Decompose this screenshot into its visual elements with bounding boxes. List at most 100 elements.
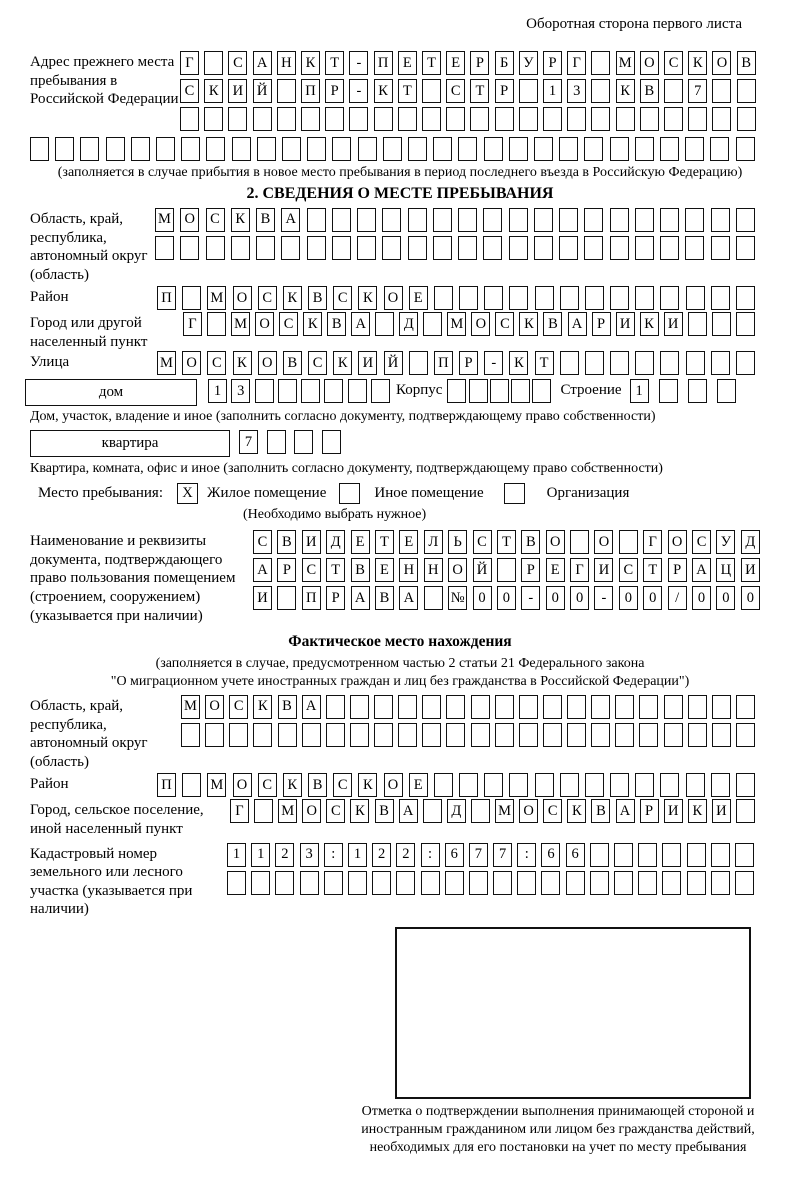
char-box[interactable] [357,137,377,161]
char-box[interactable]: А [253,558,272,583]
char-box[interactable] [325,694,345,719]
char-box[interactable]: - [594,586,614,611]
char-box[interactable]: О [667,530,687,555]
char-box[interactable] [518,79,538,103]
char-box[interactable] [663,694,683,719]
char-box[interactable]: В [736,51,756,75]
char-box[interactable]: К [230,207,250,232]
char-box[interactable]: С [205,207,225,232]
char-box[interactable]: Р [639,799,659,824]
char-box[interactable] [542,694,562,719]
char-box[interactable] [182,773,202,798]
char-box[interactable]: К [282,286,302,311]
char-box[interactable]: Т [534,351,554,376]
char-box[interactable]: А [350,586,370,611]
char-box[interactable]: М [155,207,174,232]
char-box[interactable]: К [303,312,323,337]
char-box[interactable] [494,694,514,719]
char-box[interactable]: К [519,312,539,337]
char-box[interactable]: Н [423,558,443,583]
char-box[interactable] [610,286,630,311]
char-box[interactable] [735,722,755,747]
char-box[interactable]: И [228,79,248,103]
char-box[interactable] [542,722,562,747]
char-box[interactable] [567,694,586,719]
char-box[interactable]: 7 [468,842,488,867]
char-box[interactable] [735,773,755,798]
char-box[interactable]: Д [446,799,466,824]
char-box[interactable]: Й [383,351,403,376]
char-box[interactable]: Д [399,312,419,337]
char-box[interactable] [710,235,730,260]
char-box[interactable] [584,773,604,798]
char-box[interactable]: Г [183,312,202,337]
char-box[interactable] [735,312,755,337]
char-box[interactable]: 3 [231,379,251,404]
char-box[interactable]: Р [326,586,346,611]
char-box[interactable] [591,694,611,719]
char-box[interactable] [639,722,659,747]
char-box[interactable]: № [448,586,468,611]
char-box[interactable]: Р [470,51,490,75]
char-box[interactable]: В [639,79,659,103]
char-box[interactable]: Г [180,51,199,75]
char-box[interactable]: А [692,558,712,583]
char-box[interactable] [663,722,683,747]
char-box[interactable]: 2 [396,842,416,867]
char-box[interactable]: К [204,79,224,103]
char-box[interactable] [227,870,246,895]
char-box[interactable] [584,137,604,161]
char-box[interactable]: О [594,530,614,555]
char-box[interactable] [407,235,427,260]
char-box[interactable]: 0 [618,586,638,611]
char-box[interactable] [444,870,464,895]
char-box[interactable] [155,235,174,260]
char-box[interactable] [635,351,655,376]
char-box[interactable] [559,286,579,311]
char-box[interactable] [483,207,503,232]
char-box[interactable]: К [567,799,587,824]
char-box[interactable]: К [639,312,659,337]
char-box[interactable] [55,137,75,161]
char-box[interactable] [591,722,611,747]
char-box[interactable] [635,773,655,798]
char-box[interactable] [685,286,705,311]
char-box[interactable] [205,722,225,747]
char-box[interactable] [207,312,227,337]
char-box[interactable]: С [253,530,272,555]
char-box[interactable] [275,870,295,895]
char-box[interactable] [206,137,226,161]
char-box[interactable]: А [399,586,419,611]
char-box[interactable] [618,530,638,555]
char-box[interactable] [711,694,731,719]
char-box[interactable] [458,207,477,232]
char-box[interactable] [570,530,590,555]
char-box[interactable] [484,773,504,798]
char-box[interactable]: В [277,694,297,719]
char-box[interactable] [470,722,490,747]
char-box[interactable] [459,286,479,311]
char-box[interactable]: С [257,286,277,311]
char-box[interactable] [635,286,655,311]
char-box[interactable]: 7 [493,842,513,867]
char-box[interactable]: 0 [692,586,712,611]
char-box[interactable] [370,379,390,404]
char-box[interactable]: Ц [716,558,736,583]
char-box[interactable] [559,207,578,232]
char-box[interactable] [687,312,707,337]
char-box[interactable] [483,137,503,161]
char-box[interactable]: О [205,694,225,719]
char-box[interactable]: С [207,351,227,376]
char-box[interactable]: Р [277,558,297,583]
char-box[interactable]: В [277,530,297,555]
char-box[interactable]: 0 [716,586,736,611]
char-box[interactable] [331,207,351,232]
char-box[interactable] [277,722,297,747]
char-box[interactable] [349,694,369,719]
char-box[interactable] [534,137,554,161]
char-box[interactable] [253,722,273,747]
char-box[interactable]: П [301,79,321,103]
char-box[interactable] [660,286,680,311]
char-box[interactable]: О [383,773,403,798]
char-box[interactable]: В [374,799,394,824]
